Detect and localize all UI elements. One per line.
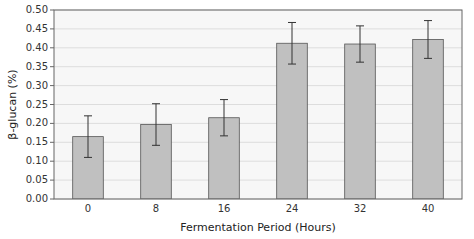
error-bar xyxy=(84,116,92,158)
y-tick-label: 0.00 xyxy=(26,193,48,204)
y-tick xyxy=(50,10,54,11)
error-cap xyxy=(288,22,296,23)
grid-line xyxy=(54,180,462,181)
bar xyxy=(277,43,308,199)
grid-line xyxy=(54,104,462,105)
grid-line xyxy=(54,66,462,67)
error-cap xyxy=(424,20,432,21)
x-tick-label: 24 xyxy=(286,203,299,214)
error-cap xyxy=(288,64,296,65)
x-tick-label: 0 xyxy=(85,203,91,214)
marks xyxy=(73,21,444,199)
error-stem xyxy=(224,100,225,136)
y-tick xyxy=(50,180,54,181)
grid-line xyxy=(54,28,462,29)
error-stem xyxy=(156,104,157,146)
error-cap xyxy=(84,115,92,116)
y-axis-label: β-glucan (%) xyxy=(6,69,19,139)
grid-line xyxy=(54,142,462,143)
plot-background xyxy=(54,10,462,199)
y-tick xyxy=(50,85,54,86)
y-tick-label: 0.10 xyxy=(26,155,48,166)
y-tick-label: 0.35 xyxy=(26,61,48,72)
chart-container: 0.00 0.05 0.10 0.15 0.20 0.25 0.30 0.35 0.40 0.45… xyxy=(0,0,474,239)
y-tick-label: 0.40 xyxy=(26,42,48,53)
y-tick xyxy=(50,142,54,143)
y-tick xyxy=(50,47,54,48)
error-cap xyxy=(424,58,432,59)
error-cap xyxy=(356,62,364,63)
y-tick-label: 0.45 xyxy=(26,23,48,34)
x-axis: 0 8 16 24 32 40 xyxy=(85,203,435,214)
plot-frame xyxy=(54,10,462,199)
y-tick xyxy=(50,123,54,124)
error-cap xyxy=(220,135,228,136)
error-bar xyxy=(356,26,364,62)
error-stem xyxy=(292,22,293,64)
error-bar xyxy=(220,100,228,136)
y-tick-label: 0.25 xyxy=(26,99,48,110)
x-axis-label: Fermentation Period (Hours) xyxy=(180,221,336,234)
y-tick-label: 0.30 xyxy=(26,80,48,91)
error-cap xyxy=(356,25,364,26)
y-axis: 0.00 0.05 0.10 0.15 0.20 0.25 0.30 0.35 0.40 0.45… xyxy=(26,4,462,204)
y-tick xyxy=(50,104,54,105)
grid-line xyxy=(54,161,462,162)
bar xyxy=(413,39,444,199)
error-bar xyxy=(152,104,160,146)
error-cap xyxy=(152,103,160,104)
y-tick xyxy=(50,199,54,200)
x-tick-label: 32 xyxy=(354,203,367,214)
error-stem xyxy=(88,116,89,158)
y-tick xyxy=(50,161,54,162)
bar xyxy=(345,44,376,199)
error-bar xyxy=(288,22,296,64)
y-tick-label: 0.50 xyxy=(26,4,48,15)
x-tick-label: 40 xyxy=(422,203,435,214)
y-tick xyxy=(50,28,54,29)
error-cap xyxy=(84,157,92,158)
y-tick-label: 0.05 xyxy=(26,174,48,185)
error-stem xyxy=(360,26,361,62)
y-tick-label: 0.15 xyxy=(26,136,48,147)
error-stem xyxy=(428,21,429,59)
error-cap xyxy=(220,99,228,100)
x-tick-label: 8 xyxy=(153,203,159,214)
grid-line xyxy=(54,47,462,48)
error-cap xyxy=(152,145,160,146)
chart: 0.00 0.05 0.10 0.15 0.20 0.25 0.30 0.35 0.40 0.45… xyxy=(0,0,474,239)
y-tick xyxy=(50,66,54,67)
grid-line xyxy=(54,85,462,86)
y-tick-label: 0.20 xyxy=(26,117,48,128)
error-bar xyxy=(424,21,432,59)
grid-line xyxy=(54,123,462,124)
x-tick-label: 16 xyxy=(218,203,231,214)
